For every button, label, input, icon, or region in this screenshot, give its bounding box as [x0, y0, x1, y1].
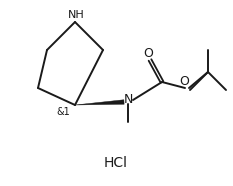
Text: &1: &1 [56, 107, 70, 117]
Text: O: O [143, 46, 153, 60]
Text: O: O [179, 75, 189, 87]
Text: NH: NH [68, 10, 84, 20]
Text: HCl: HCl [104, 156, 128, 170]
Text: N: N [123, 92, 133, 105]
Polygon shape [75, 100, 124, 105]
